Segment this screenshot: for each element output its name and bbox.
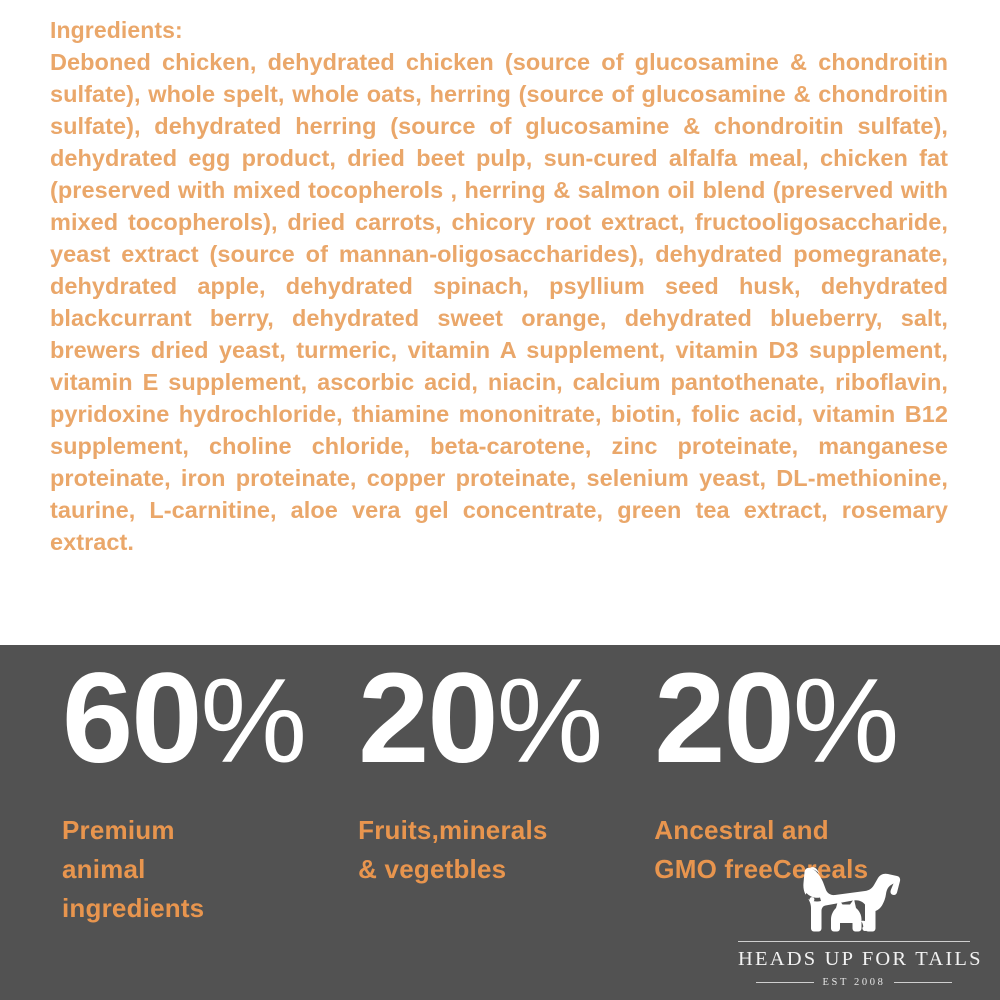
ingredients-heading: Ingredients: [50,17,183,43]
ingredients-body-text: Deboned chicken, dehydrated chicken (sou… [50,49,948,555]
stat-label: Fruits,minerals & vegetbles [358,815,548,884]
brand-established-text: EST 2008 [822,977,886,988]
percent-sign: % [792,654,900,788]
stat-column-premium-animal-ingredients: 60% Premium animal ingredients [62,655,358,928]
percent-sign: % [200,654,307,788]
stat-value: 20% [358,655,642,783]
stat-number: 60 [62,647,202,790]
brand-divider-right [894,982,953,983]
brand-established-row: EST 2008 [738,977,970,988]
brand-divider-top [738,941,970,942]
stat-number: 20 [654,647,794,790]
ingredients-section: Ingredients: Deboned chicken, dehydrated… [50,17,948,555]
brand-logo: HEADS UP FOR TAILS EST 2008 [738,866,983,988]
stats-row: 60% Premium animal ingredients 20% Fruit… [0,655,1000,928]
stat-value: 20% [654,655,968,783]
stat-number: 20 [358,647,498,790]
dog-and-cat-silhouette-icon [738,866,970,938]
percent-sign: % [496,654,604,788]
brand-name: HEADS UP FOR TAILS [738,948,983,970]
stat-value: 60% [62,655,346,783]
brand-divider-left [755,982,814,983]
composition-stats-section: 60% Premium animal ingredients 20% Fruit… [0,645,1000,1000]
stat-column-fruits-minerals-vegetables: 20% Fruits,minerals & vegetbles [358,655,654,889]
stat-column-ancestral-gmo-free-cereals: 20% Ancestral and GMO freeCereals [654,655,980,889]
stat-label: Premium animal ingredients [62,815,205,923]
stat-label: Ancestral and GMO freeCereals [654,815,869,884]
